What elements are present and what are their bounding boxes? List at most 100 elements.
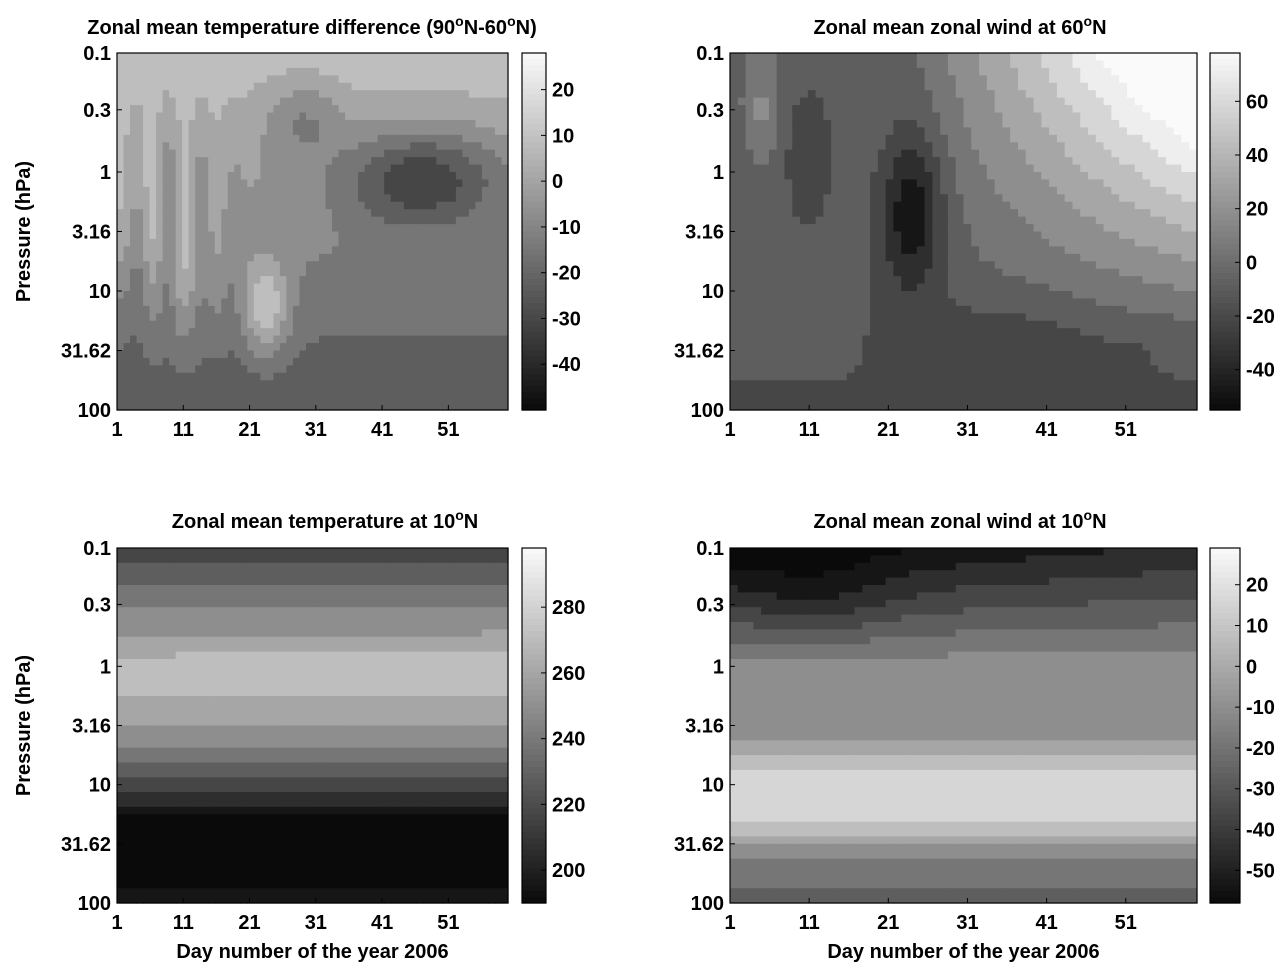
contour-cell bbox=[1002, 335, 1011, 344]
contour-cell bbox=[305, 112, 314, 121]
contour-cell bbox=[730, 224, 739, 233]
contour-cell bbox=[462, 350, 470, 359]
contour-cell bbox=[854, 60, 863, 69]
contour-cell bbox=[253, 149, 261, 158]
contour-cell bbox=[325, 60, 333, 69]
colorbar-segment bbox=[522, 130, 546, 137]
contour-cell bbox=[1041, 343, 1050, 352]
contour-cell bbox=[182, 127, 190, 136]
contour-cell bbox=[932, 164, 941, 173]
contour-cell bbox=[468, 261, 477, 270]
contour-cell bbox=[325, 97, 333, 106]
contour-cell bbox=[156, 238, 164, 247]
contour-cell bbox=[932, 112, 941, 121]
contour-cell bbox=[909, 350, 918, 359]
contour-cell bbox=[423, 335, 431, 344]
colorbar-segment bbox=[522, 201, 546, 209]
contour-cell bbox=[305, 320, 314, 329]
contour-cell bbox=[494, 305, 503, 314]
contour-cell bbox=[768, 313, 778, 322]
contour-cell bbox=[286, 313, 294, 322]
contour-cell bbox=[1025, 157, 1035, 166]
contour-cell bbox=[854, 372, 863, 381]
contour-cell bbox=[481, 238, 490, 247]
contour-cell bbox=[253, 253, 261, 262]
contour-cell bbox=[776, 357, 786, 366]
contour-cell bbox=[312, 238, 320, 247]
contour-cell bbox=[260, 387, 268, 396]
contour-cell bbox=[893, 224, 902, 233]
contour-cell bbox=[963, 97, 972, 106]
contour-cell bbox=[994, 224, 1004, 233]
contour-cell bbox=[227, 246, 235, 255]
contour-cell bbox=[442, 238, 450, 247]
contour-cell bbox=[266, 305, 274, 314]
contour-cell bbox=[338, 402, 346, 411]
contour-cell bbox=[800, 291, 809, 300]
contour-cell bbox=[815, 283, 824, 292]
contour-cell bbox=[862, 328, 871, 337]
contour-cell bbox=[481, 372, 490, 381]
contour-cell bbox=[247, 164, 255, 173]
contour-cell bbox=[429, 357, 437, 366]
contour-cell bbox=[442, 127, 450, 136]
contour-cell bbox=[494, 387, 503, 396]
contour-cell bbox=[846, 313, 856, 322]
contour-cell bbox=[279, 53, 288, 62]
contour-cell bbox=[195, 268, 203, 277]
contour-cell bbox=[227, 127, 235, 136]
contour-cell bbox=[305, 328, 314, 337]
contour-cell bbox=[214, 53, 222, 62]
contour-cell bbox=[319, 209, 327, 218]
contour-cell bbox=[494, 402, 503, 411]
contour-cell bbox=[475, 119, 483, 128]
contour-cell bbox=[227, 53, 235, 62]
contour-cell bbox=[831, 372, 840, 381]
contour-cell bbox=[338, 209, 346, 218]
contour-cell bbox=[481, 328, 490, 337]
contour-cell bbox=[371, 164, 379, 173]
contour-cell bbox=[351, 387, 359, 396]
contour-cell bbox=[182, 224, 190, 233]
contour-cell bbox=[488, 276, 496, 285]
contour-cell bbox=[169, 164, 177, 173]
contour-cell bbox=[800, 283, 809, 292]
contour-cell bbox=[986, 179, 996, 188]
contour-cell bbox=[143, 343, 151, 352]
contour-cell bbox=[208, 380, 216, 389]
contour-cell bbox=[792, 283, 801, 292]
contour-cell bbox=[416, 380, 424, 389]
contour-cell bbox=[823, 119, 832, 128]
contour-cell bbox=[455, 149, 463, 158]
contour-cell bbox=[143, 335, 151, 344]
contour-cell bbox=[143, 380, 151, 389]
contour-cell bbox=[932, 224, 941, 233]
contour-cell bbox=[737, 387, 747, 396]
contour-cell bbox=[1010, 231, 1019, 240]
contour-cell bbox=[924, 387, 933, 396]
contour-cell bbox=[932, 194, 941, 203]
contour-cell bbox=[784, 134, 793, 143]
contour-cell bbox=[893, 313, 902, 322]
contour-cell bbox=[403, 142, 411, 151]
contour-cell bbox=[325, 201, 333, 210]
contour-cell bbox=[130, 313, 138, 322]
contour-cell bbox=[455, 179, 463, 188]
contour-cell bbox=[862, 134, 871, 143]
contour-cell bbox=[410, 387, 418, 396]
contour-cell bbox=[123, 291, 131, 300]
contour-cell bbox=[455, 201, 463, 210]
contour-cell bbox=[143, 402, 151, 411]
contour-cell bbox=[800, 60, 809, 69]
contour-cell bbox=[1010, 313, 1019, 322]
contour-cell bbox=[979, 209, 988, 218]
contour-cell bbox=[384, 283, 392, 292]
contour-cell bbox=[501, 305, 509, 314]
contour-cell bbox=[188, 209, 196, 218]
contour-cell bbox=[488, 112, 496, 121]
contour-cell bbox=[377, 335, 385, 344]
contour-cell bbox=[862, 305, 871, 314]
contour-cell bbox=[130, 201, 138, 210]
contour-cell bbox=[870, 216, 879, 225]
